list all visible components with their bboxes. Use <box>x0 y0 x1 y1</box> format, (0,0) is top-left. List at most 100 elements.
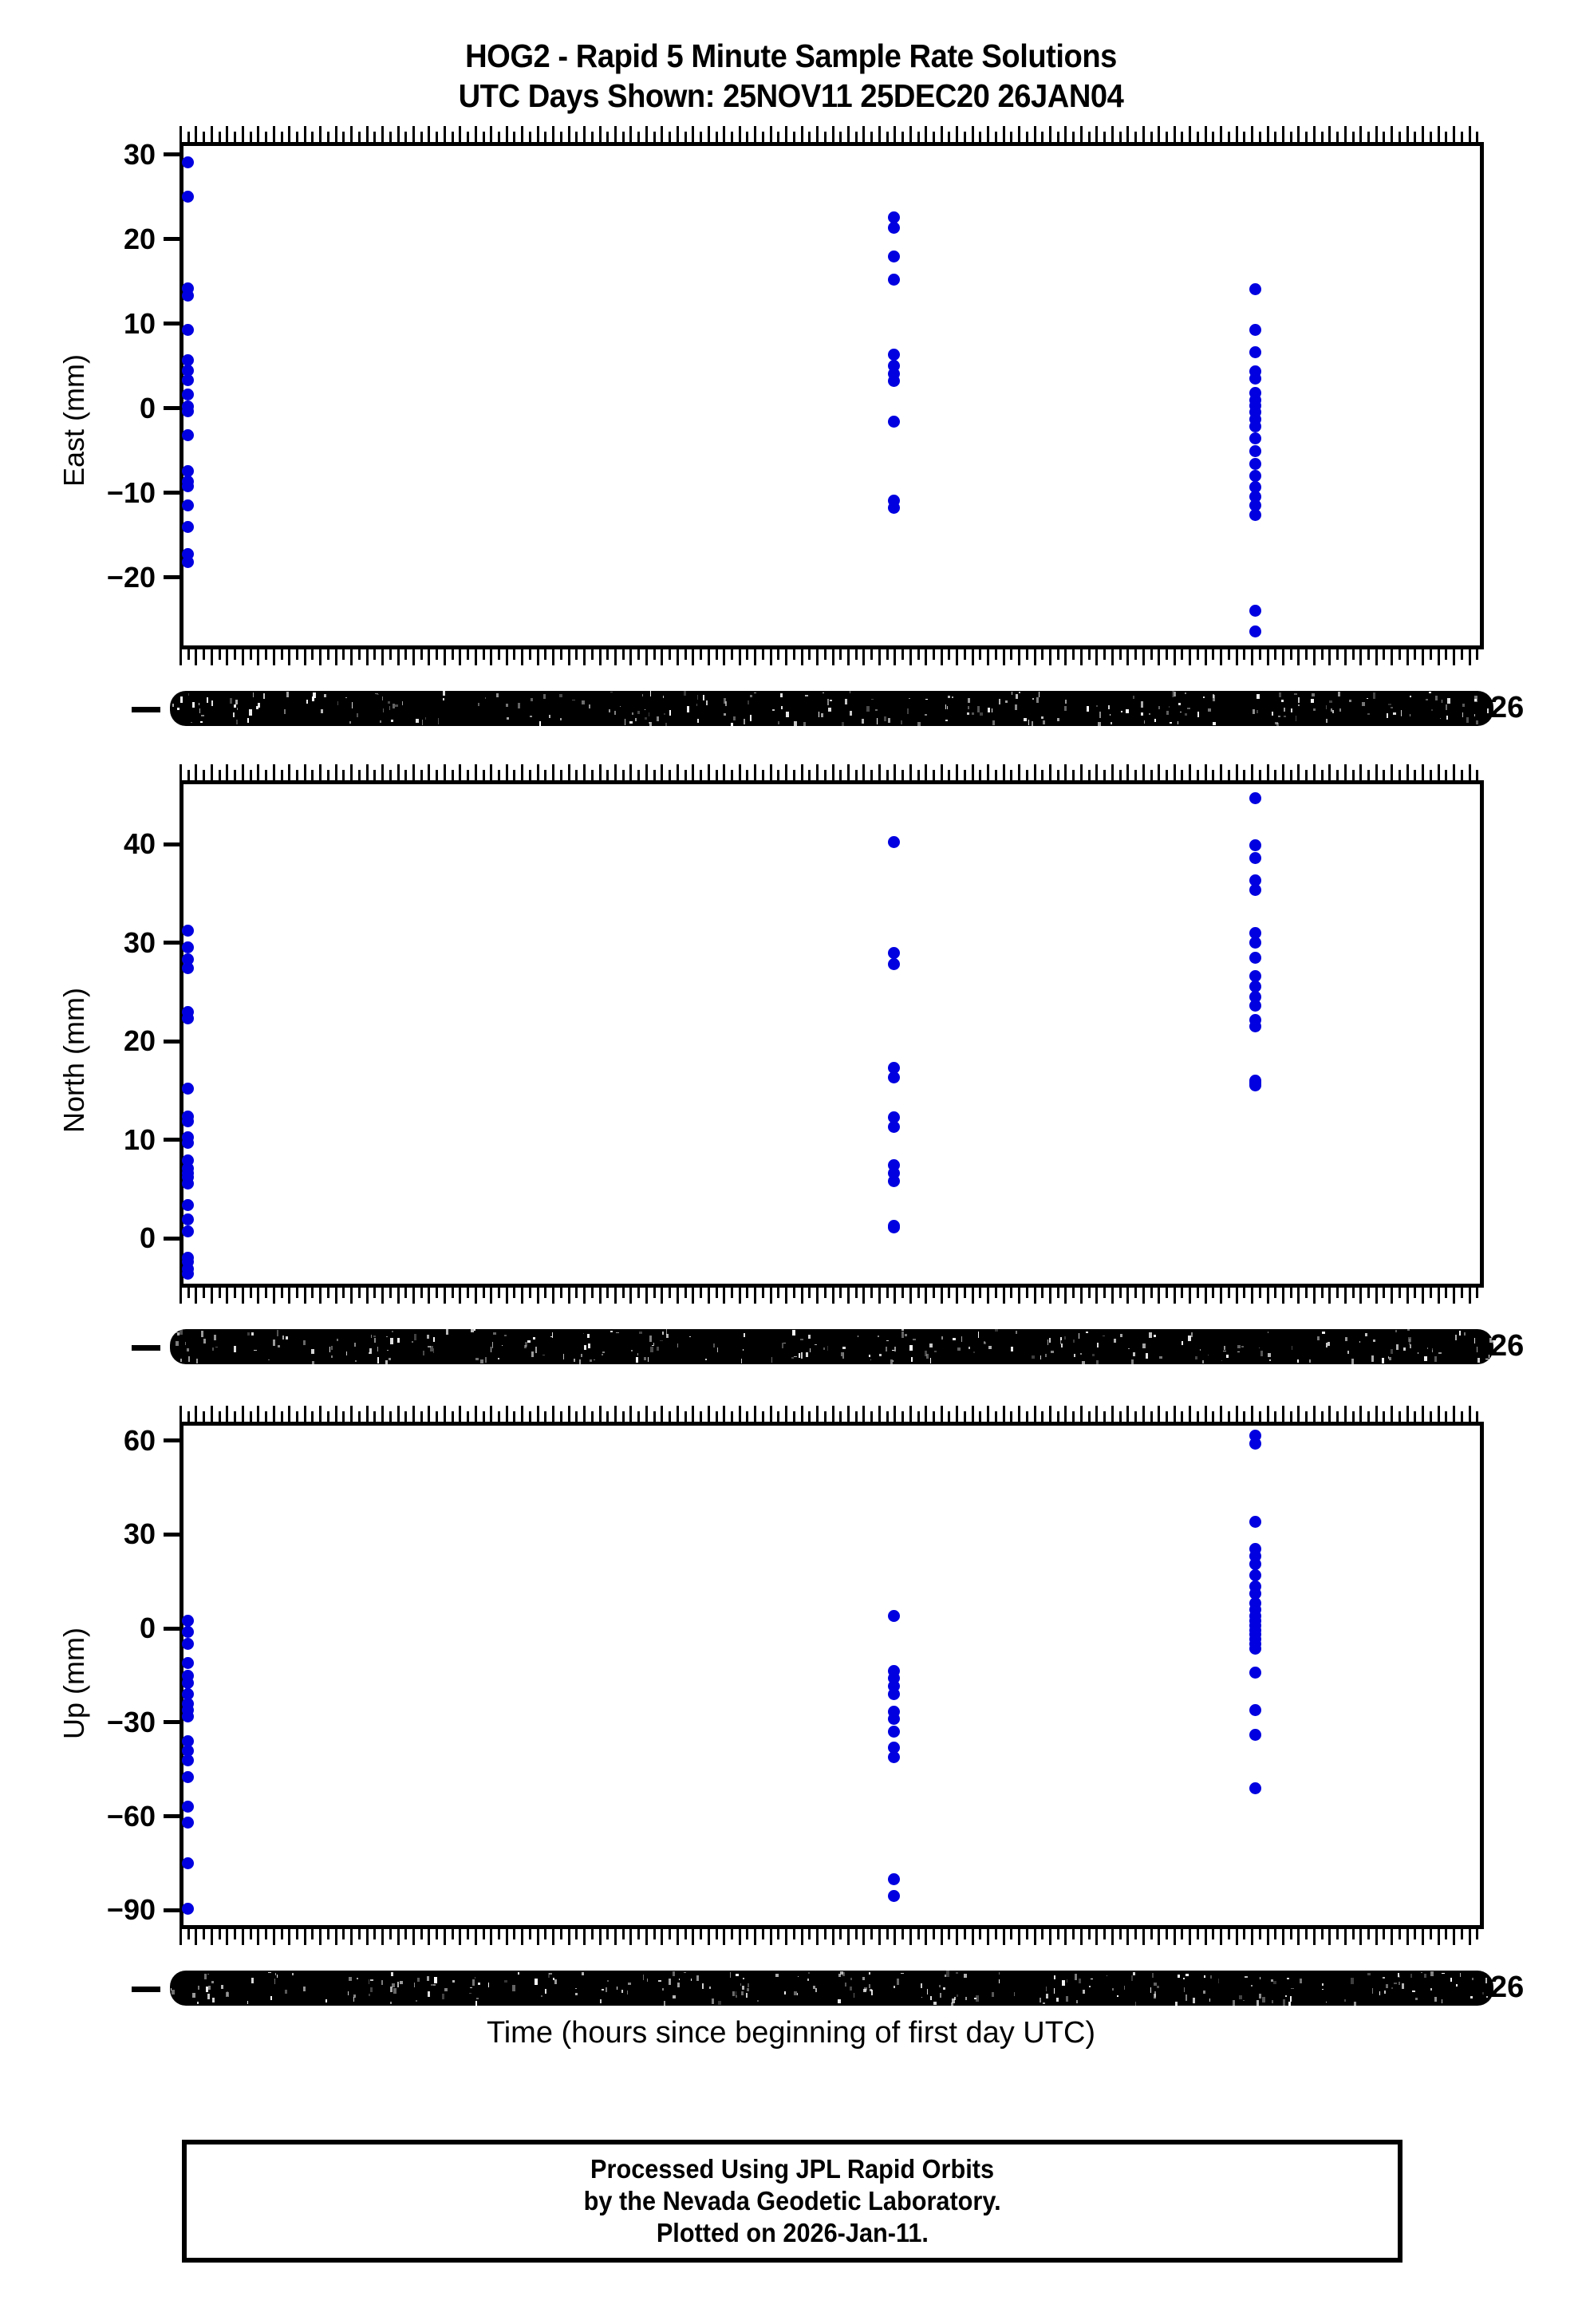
x-minor-tick-row-bottom <box>180 1929 1484 1947</box>
data-point <box>1249 432 1261 444</box>
data-point <box>182 1771 194 1783</box>
y-axis-title-east: East (mm) <box>57 354 91 487</box>
data-point <box>1249 937 1261 949</box>
y-tick-mark <box>164 1438 180 1442</box>
data-point <box>1249 470 1261 482</box>
x-minor-tick-row-bottom <box>180 649 1484 667</box>
data-point <box>888 1751 900 1763</box>
y-tick-mark <box>164 941 180 945</box>
y-tick-label: 30 <box>124 926 156 960</box>
data-point <box>1249 852 1261 864</box>
y-tick-label: 20 <box>124 1024 156 1058</box>
title-line-2: UTC Days Shown: 25NOV11 25DEC20 26JAN04 <box>55 76 1526 116</box>
y-tick-label: 0 <box>140 1221 156 1255</box>
y-tick-label: −10 <box>107 476 156 510</box>
y-tick-mark <box>164 1908 180 1912</box>
y-tick-label: 0 <box>140 392 156 425</box>
data-point <box>1249 1079 1261 1091</box>
data-point <box>182 1178 194 1190</box>
y-tick-mark <box>164 1720 180 1724</box>
data-point <box>182 1903 194 1915</box>
x-minor-tick-row-top <box>180 763 1484 780</box>
data-point <box>182 1213 194 1225</box>
y-tick-label: −20 <box>107 561 156 594</box>
data-point <box>182 1817 194 1829</box>
plot-area-east <box>180 142 1484 649</box>
data-point <box>182 925 194 937</box>
footer-line-3: Plotted on 2026-Jan-11. <box>656 2217 928 2249</box>
x-minor-tick-row-top <box>180 1404 1484 1422</box>
data-point <box>888 502 900 514</box>
y-tick-label: 30 <box>124 138 156 172</box>
data-point <box>1249 509 1261 521</box>
data-point <box>888 1071 900 1083</box>
data-point <box>1249 605 1261 617</box>
panel-up: 60 30 0 −30 −60 −90 Up (mm) 26 <box>180 1422 1484 1929</box>
data-point <box>1249 373 1261 385</box>
y-tick-mark <box>164 1237 180 1241</box>
y-tick-mark <box>164 152 180 156</box>
data-point <box>182 374 194 386</box>
chart-title: HOG2 - Rapid 5 Minute Sample Rate Soluti… <box>0 36 1582 116</box>
data-point <box>888 947 900 959</box>
data-point <box>182 1801 194 1813</box>
data-point <box>888 1713 900 1725</box>
y-tick-label: 10 <box>124 307 156 341</box>
y-tick-label: 30 <box>124 1517 156 1551</box>
y-tick-label: 40 <box>124 827 156 861</box>
data-point <box>888 1175 900 1187</box>
data-point <box>182 1225 194 1237</box>
data-point <box>182 1083 194 1095</box>
y-tick-label: −90 <box>107 1893 156 1927</box>
data-point <box>888 416 900 428</box>
data-point <box>182 1626 194 1638</box>
data-point <box>1249 1704 1261 1716</box>
y-tick-mark <box>164 1040 180 1044</box>
data-point <box>888 1688 900 1700</box>
y-tick-label: 10 <box>124 1123 156 1157</box>
data-point <box>888 1121 900 1133</box>
data-point <box>182 962 194 974</box>
x-axis-leader-dash <box>132 707 160 712</box>
y-tick-mark <box>164 842 180 846</box>
data-point <box>1249 1438 1261 1450</box>
data-point <box>182 290 194 302</box>
data-point <box>182 191 194 203</box>
x-tick-label-rightmost: 26 <box>1490 1971 1524 2005</box>
data-point <box>182 1137 194 1149</box>
data-point <box>1249 458 1261 470</box>
panel-north: 40 30 20 10 0 North (mm) 26 <box>180 780 1484 1288</box>
data-point <box>182 941 194 953</box>
data-point <box>182 1857 194 1869</box>
y-tick-label: −60 <box>107 1800 156 1833</box>
data-point <box>888 958 900 970</box>
data-point <box>888 1873 900 1885</box>
data-point <box>1249 1558 1261 1570</box>
y-tick-mark <box>164 1627 180 1631</box>
y-tick-label: 0 <box>140 1612 156 1645</box>
data-point <box>1249 1516 1261 1528</box>
y-tick-label: 20 <box>124 223 156 256</box>
data-point <box>888 222 900 234</box>
data-point <box>1249 1729 1261 1741</box>
data-point <box>182 556 194 568</box>
data-point <box>1249 792 1261 804</box>
data-point <box>888 349 900 361</box>
data-point <box>182 1012 194 1024</box>
data-point <box>182 1754 194 1766</box>
data-point <box>182 1268 194 1280</box>
data-point <box>1249 445 1261 457</box>
data-point <box>1249 1643 1261 1655</box>
y-axis-title-up: Up (mm) <box>57 1628 91 1739</box>
data-point <box>1249 283 1261 295</box>
x-tick-label-band <box>170 1329 1493 1364</box>
data-point <box>888 251 900 262</box>
plot-area-up <box>180 1422 1484 1929</box>
data-point <box>182 1615 194 1627</box>
data-point <box>182 480 194 492</box>
data-point <box>888 836 900 848</box>
data-point <box>1249 420 1261 432</box>
y-tick-mark <box>164 237 180 241</box>
data-point <box>1249 1020 1261 1032</box>
data-point <box>182 1199 194 1211</box>
